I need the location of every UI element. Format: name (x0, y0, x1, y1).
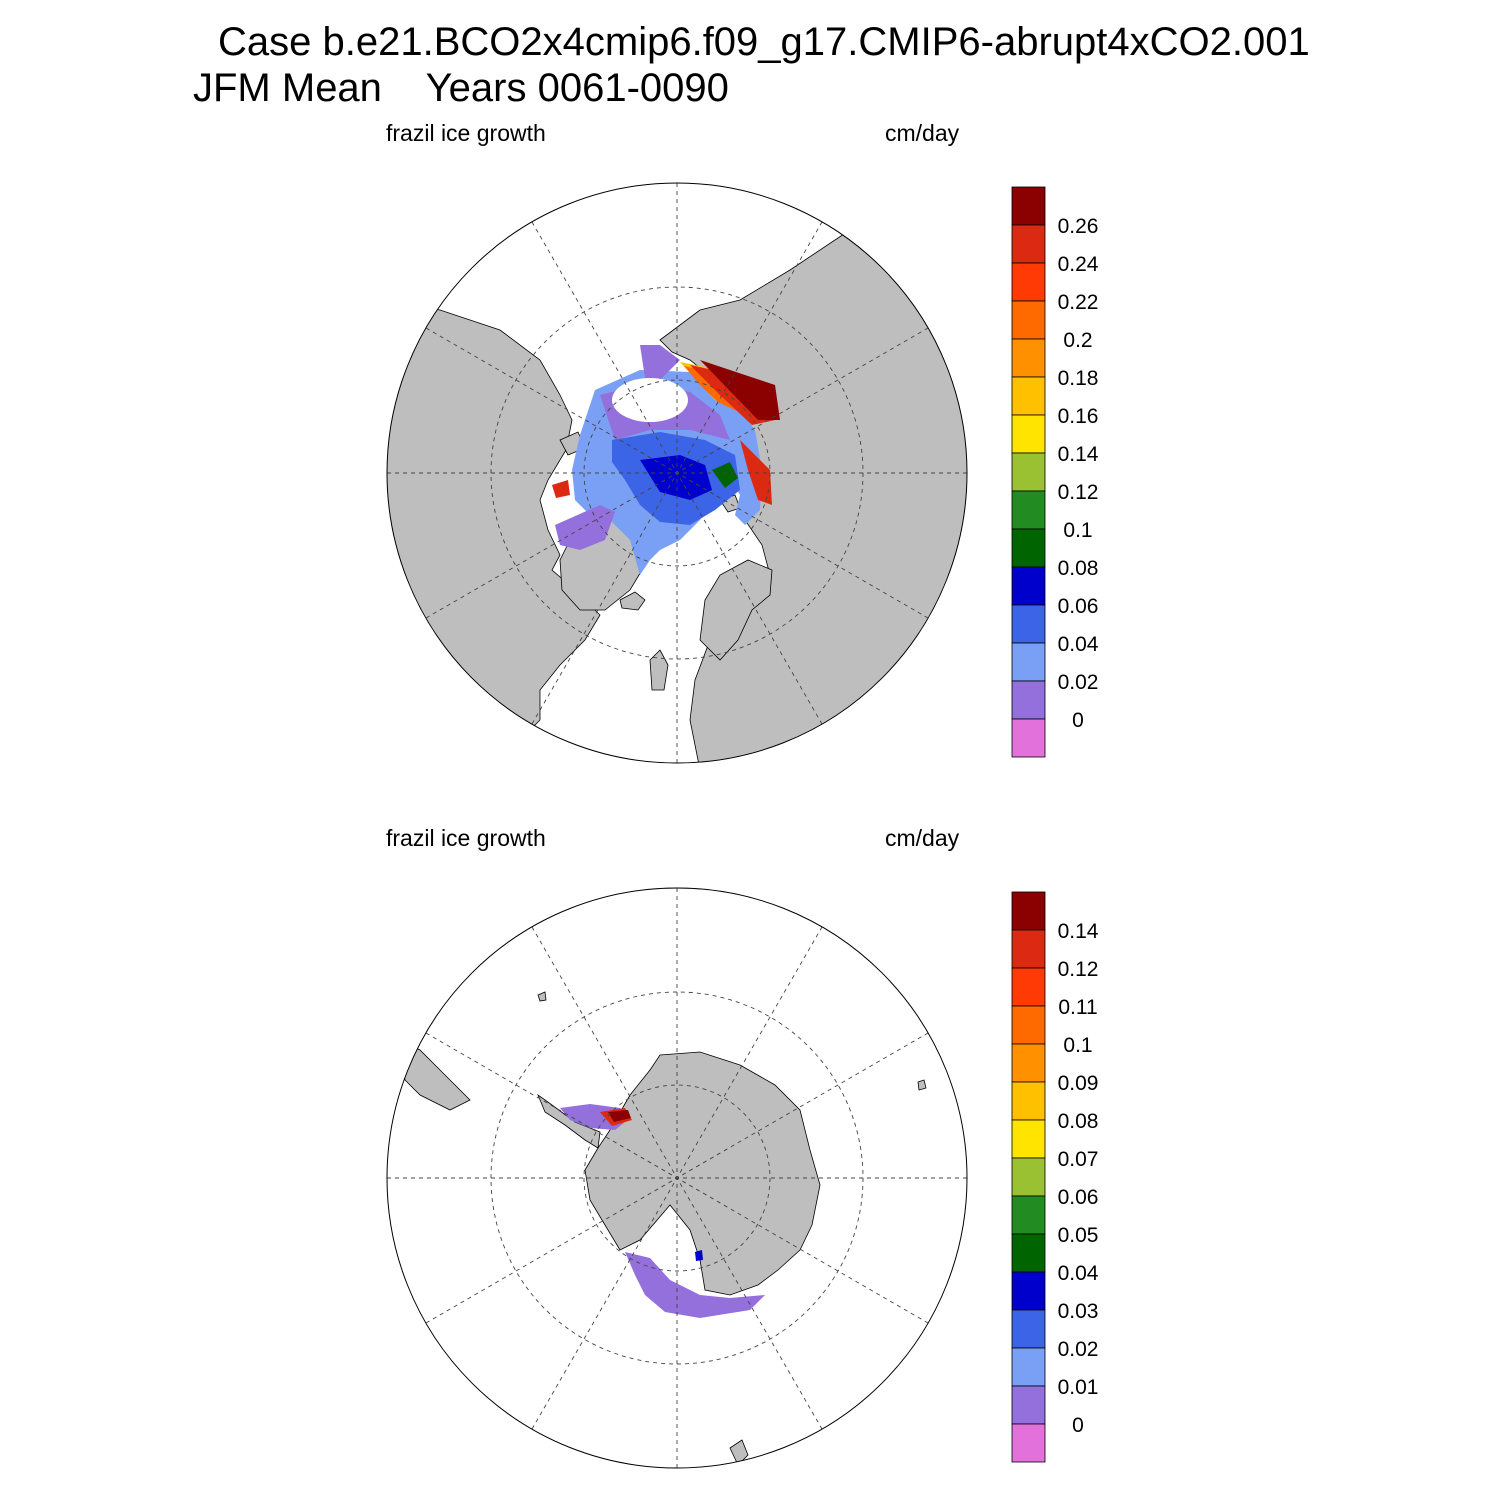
colorbar-south-tick-label: 0.02 (1058, 1338, 1099, 1361)
colorbar-south-tick-label: 0.11 (1058, 996, 1097, 1019)
colorbar-south-tick-label: 0.08 (1058, 1110, 1099, 1133)
colorbar-south-tick-label: 0.14 (1058, 920, 1099, 943)
colorbar-south-swatch (1011, 929, 1046, 969)
colorbar-north-tick-label: 0.14 (1058, 443, 1099, 466)
colorbar-south-swatch (1011, 1347, 1046, 1387)
panel-north-units-label: cm/day (885, 120, 960, 146)
colorbar-south-swatch (1011, 891, 1046, 931)
colorbar-south-tick-label: 0 (1072, 1414, 1084, 1437)
panel-north-variable-label: frazil ice growth (386, 120, 546, 146)
colorbar-north-swatch (1011, 338, 1046, 378)
colorbar-north-tick-label: 0.04 (1058, 633, 1099, 656)
colorbar-north-tick-label: 0.02 (1058, 671, 1099, 694)
colorbar-south-swatch (1011, 1423, 1046, 1463)
colorbar-south-swatch (1011, 1195, 1046, 1235)
map-south-polar (386, 887, 968, 1469)
map-south-land (399, 991, 927, 1466)
map-north-graticule (387, 183, 967, 763)
colorbar-south-tick-label: 0.03 (1058, 1300, 1099, 1323)
colorbar-south-swatch (1011, 1081, 1046, 1121)
colorbar-north-swatch (1011, 604, 1046, 644)
colorbar-north-swatch (1011, 490, 1046, 530)
colorbar-north-tick-label: 0 (1072, 709, 1084, 732)
map-south-frazil-field (560, 1104, 765, 1318)
colorbar-south-tick-label: 0.04 (1058, 1262, 1099, 1285)
panel-south-units-label: cm/day (885, 825, 960, 851)
colorbar-north-tick-label: 0.08 (1058, 557, 1099, 580)
map-north-boundary (386, 182, 968, 764)
map-south-boundary (386, 887, 968, 1469)
colorbar-north-swatch (1011, 300, 1046, 340)
colorbar-north-swatch (1011, 718, 1046, 758)
colorbar-south-tick-label: 0.12 (1058, 958, 1099, 981)
colorbar-south-tick-label: 0.06 (1058, 1186, 1099, 1209)
colorbar-south: 0.14 0.12 0.11 0.1 0.09 0.08 0.07 0.06 0.05 0.04 0… (1011, 891, 1099, 1463)
colorbar-north-swatch (1011, 224, 1046, 264)
figure-title-case: Case b.e21.BCO2x4cmip6.f09_g17.CMIP6-abr… (218, 20, 1310, 64)
colorbar-south-swatch (1011, 1119, 1046, 1159)
colorbar-south-swatch (1011, 1005, 1046, 1045)
colorbar-south-swatch (1011, 1309, 1046, 1349)
colorbar-north-tick-label: 0.2 (1063, 329, 1092, 352)
colorbar-north-tick-label: 0.12 (1058, 481, 1099, 504)
colorbar-north-tick-label: 0.06 (1058, 595, 1099, 618)
map-south-graticule (387, 888, 967, 1468)
colorbar-south-tick-label: 0.09 (1058, 1072, 1099, 1095)
colorbar-south-tick-label: 0.07 (1058, 1148, 1099, 1171)
colorbar-north-swatch (1011, 376, 1046, 416)
colorbar-north: 0.26 0.24 0.22 0.2 0.18 0.16 0.14 0.12 0.1 0.08 0.… (1011, 186, 1099, 758)
colorbar-south-swatch (1011, 1043, 1046, 1083)
colorbar-north-swatch (1011, 566, 1046, 606)
colorbar-south-tick-label: 0.05 (1058, 1224, 1099, 1247)
colorbar-north-tick-label: 0.1 (1063, 519, 1092, 542)
colorbar-north-swatch (1011, 528, 1046, 568)
colorbar-north-tick-label: 0.18 (1058, 367, 1099, 390)
colorbar-north-swatch (1011, 262, 1046, 302)
colorbar-south-swatch (1011, 967, 1046, 1007)
colorbar-north-tick-label: 0.24 (1058, 253, 1099, 276)
panel-south-variable-label: frazil ice growth (386, 825, 546, 851)
figure-title-season: JFM Mean Years 0061-0090 (193, 66, 729, 110)
colorbar-north-swatch (1011, 414, 1046, 454)
colorbar-north-swatch (1011, 186, 1046, 226)
colorbar-south-swatch (1011, 1157, 1046, 1197)
colorbar-north-tick-label: 0.22 (1058, 291, 1099, 314)
colorbar-south-tick-label: 0.1 (1063, 1034, 1092, 1057)
colorbar-south-swatch (1011, 1271, 1046, 1311)
colorbar-north-swatch (1011, 680, 1046, 720)
colorbar-north-tick-label: 0.16 (1058, 405, 1099, 428)
map-north-polar (386, 182, 968, 764)
colorbar-south-tick-label: 0.01 (1058, 1376, 1099, 1399)
colorbar-north-swatch (1011, 452, 1046, 492)
colorbar-north-swatch (1011, 642, 1046, 682)
colorbar-north-tick-label: 0.26 (1058, 215, 1099, 238)
colorbar-south-swatch (1011, 1385, 1046, 1425)
colorbar-south-swatch (1011, 1233, 1046, 1273)
